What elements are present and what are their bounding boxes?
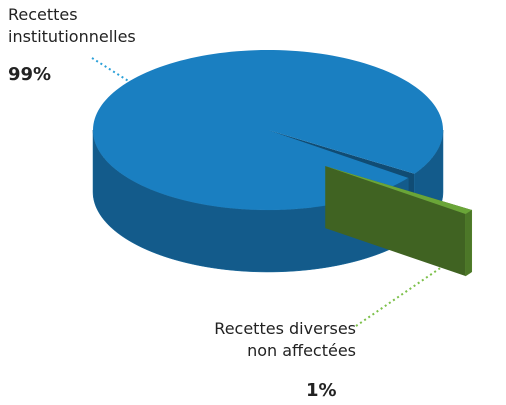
slice bbox=[93, 50, 443, 210]
slice-label: Recettes diverses non affectées bbox=[214, 319, 356, 360]
value-label: 99% bbox=[8, 64, 52, 85]
slice-face bbox=[325, 166, 466, 277]
slice bbox=[325, 166, 472, 215]
slice-label: Recettes institutionnelles bbox=[8, 5, 136, 46]
value-label: 1% bbox=[306, 380, 337, 401]
leader-line bbox=[355, 259, 453, 327]
slice-side bbox=[465, 209, 473, 277]
